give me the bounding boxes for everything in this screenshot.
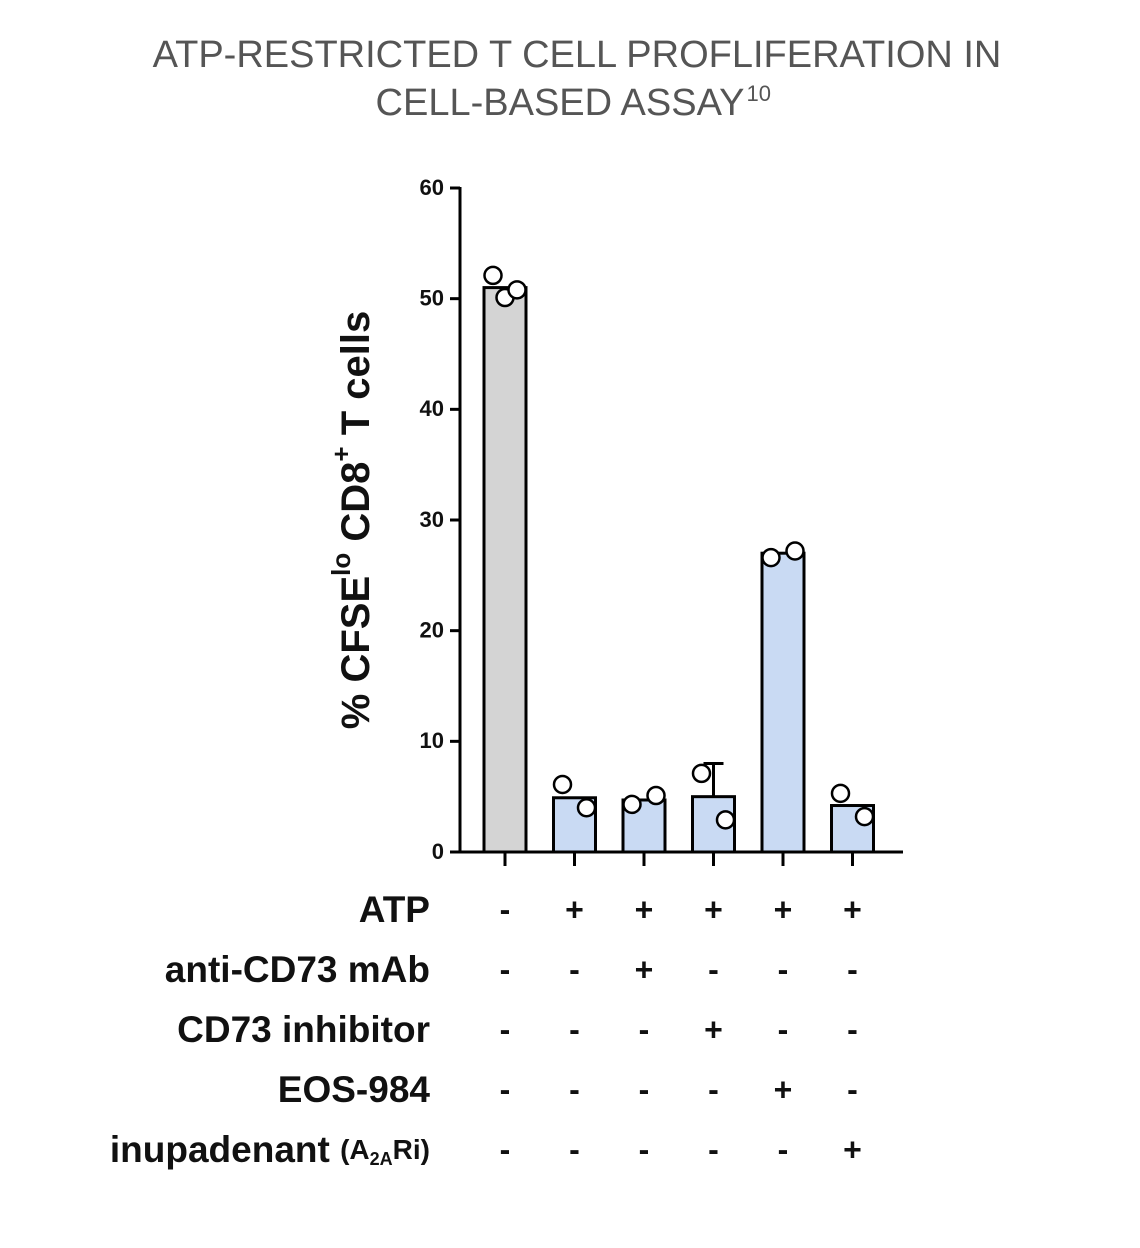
y-axis-label-part: CD8 (334, 462, 378, 553)
condition-sign: - (847, 1071, 858, 1107)
y-tick-label: 10 (420, 728, 444, 753)
condition-sign: + (635, 951, 654, 987)
condition-sign: - (847, 951, 858, 987)
y-tick-label: 60 (420, 175, 444, 200)
condition-sign: - (708, 1071, 719, 1107)
condition-sign: + (565, 891, 584, 927)
y-tick-label: 0 (432, 839, 444, 864)
condition-label-part: anti-CD73 mAb (165, 949, 430, 990)
condition-label: CD73 inhibitor (177, 1009, 430, 1050)
bar (691, 795, 736, 854)
condition-sign: + (843, 1131, 862, 1167)
condition-sign: - (569, 951, 580, 987)
condition-sign: + (635, 891, 654, 927)
condition-sign: - (500, 1131, 511, 1167)
condition-sign: - (569, 1131, 580, 1167)
chart-title: CELL-BASED ASSAY (376, 82, 745, 124)
condition-label: ATP (359, 889, 430, 930)
data-point (552, 774, 573, 795)
y-tick-label: 30 (420, 507, 444, 532)
condition-label-part: 2A (370, 1149, 393, 1169)
condition-label-part: inupadenant (110, 1129, 340, 1170)
data-point (646, 785, 666, 806)
condition-sign: - (569, 1011, 580, 1047)
condition-sign: + (843, 891, 862, 927)
condition-sign: - (778, 1011, 789, 1047)
y-tick-label: 20 (420, 617, 444, 642)
condition-sign: - (500, 1011, 511, 1047)
condition-sign: - (569, 1071, 580, 1107)
data-point (507, 280, 527, 300)
y-axis-label-part: T cells (334, 311, 378, 447)
bar (482, 286, 528, 854)
data-point (622, 794, 642, 815)
condition-label-part: CD73 inhibitor (177, 1009, 430, 1050)
bar (830, 804, 875, 854)
data-point (854, 806, 875, 827)
data-point (830, 783, 851, 804)
condition-sign: - (639, 1131, 650, 1167)
condition-label-part: ATP (359, 889, 430, 930)
data-point (483, 265, 503, 286)
chart-title: ATP-RESTRICTED T CELL PROFLIFERATION IN (153, 34, 1002, 76)
condition-sign: - (500, 951, 511, 987)
data-point (785, 541, 805, 561)
bar (760, 551, 806, 854)
condition-sign: + (704, 891, 723, 927)
condition-label-part: (A (340, 1134, 370, 1165)
condition-sign: - (708, 1131, 719, 1167)
data-point (691, 763, 712, 784)
condition-sign: - (778, 1131, 789, 1167)
y-axis-label: % CFSElo CD8+ T cells (326, 311, 378, 729)
condition-sign: + (704, 1011, 723, 1047)
condition-label-part: EOS-984 (278, 1069, 431, 1110)
condition-sign: + (774, 891, 793, 927)
data-point (576, 797, 597, 818)
condition-sign: - (639, 1011, 650, 1047)
condition-sign: - (500, 1071, 511, 1107)
data-point (761, 547, 781, 568)
condition-sign: - (847, 1011, 858, 1047)
y-axis-label-part: + (326, 446, 356, 461)
title-superscript: 10 (746, 81, 770, 106)
condition-label-part: Ri) (393, 1134, 430, 1165)
condition-sign: - (778, 951, 789, 987)
condition-label: inupadenant (A2ARi) (110, 1129, 430, 1170)
y-tick-label: 40 (420, 396, 444, 421)
y-axis-label-part: lo (326, 553, 356, 576)
condition-sign: + (774, 1071, 793, 1107)
condition-sign: - (708, 951, 719, 987)
condition-label: anti-CD73 mAb (165, 949, 430, 990)
y-tick-label: 50 (420, 285, 444, 310)
y-axis-label-part: % CFSE (334, 576, 378, 729)
condition-sign: - (500, 891, 511, 927)
data-point (715, 810, 736, 830)
condition-label: EOS-984 (278, 1069, 431, 1110)
condition-sign: - (639, 1071, 650, 1107)
